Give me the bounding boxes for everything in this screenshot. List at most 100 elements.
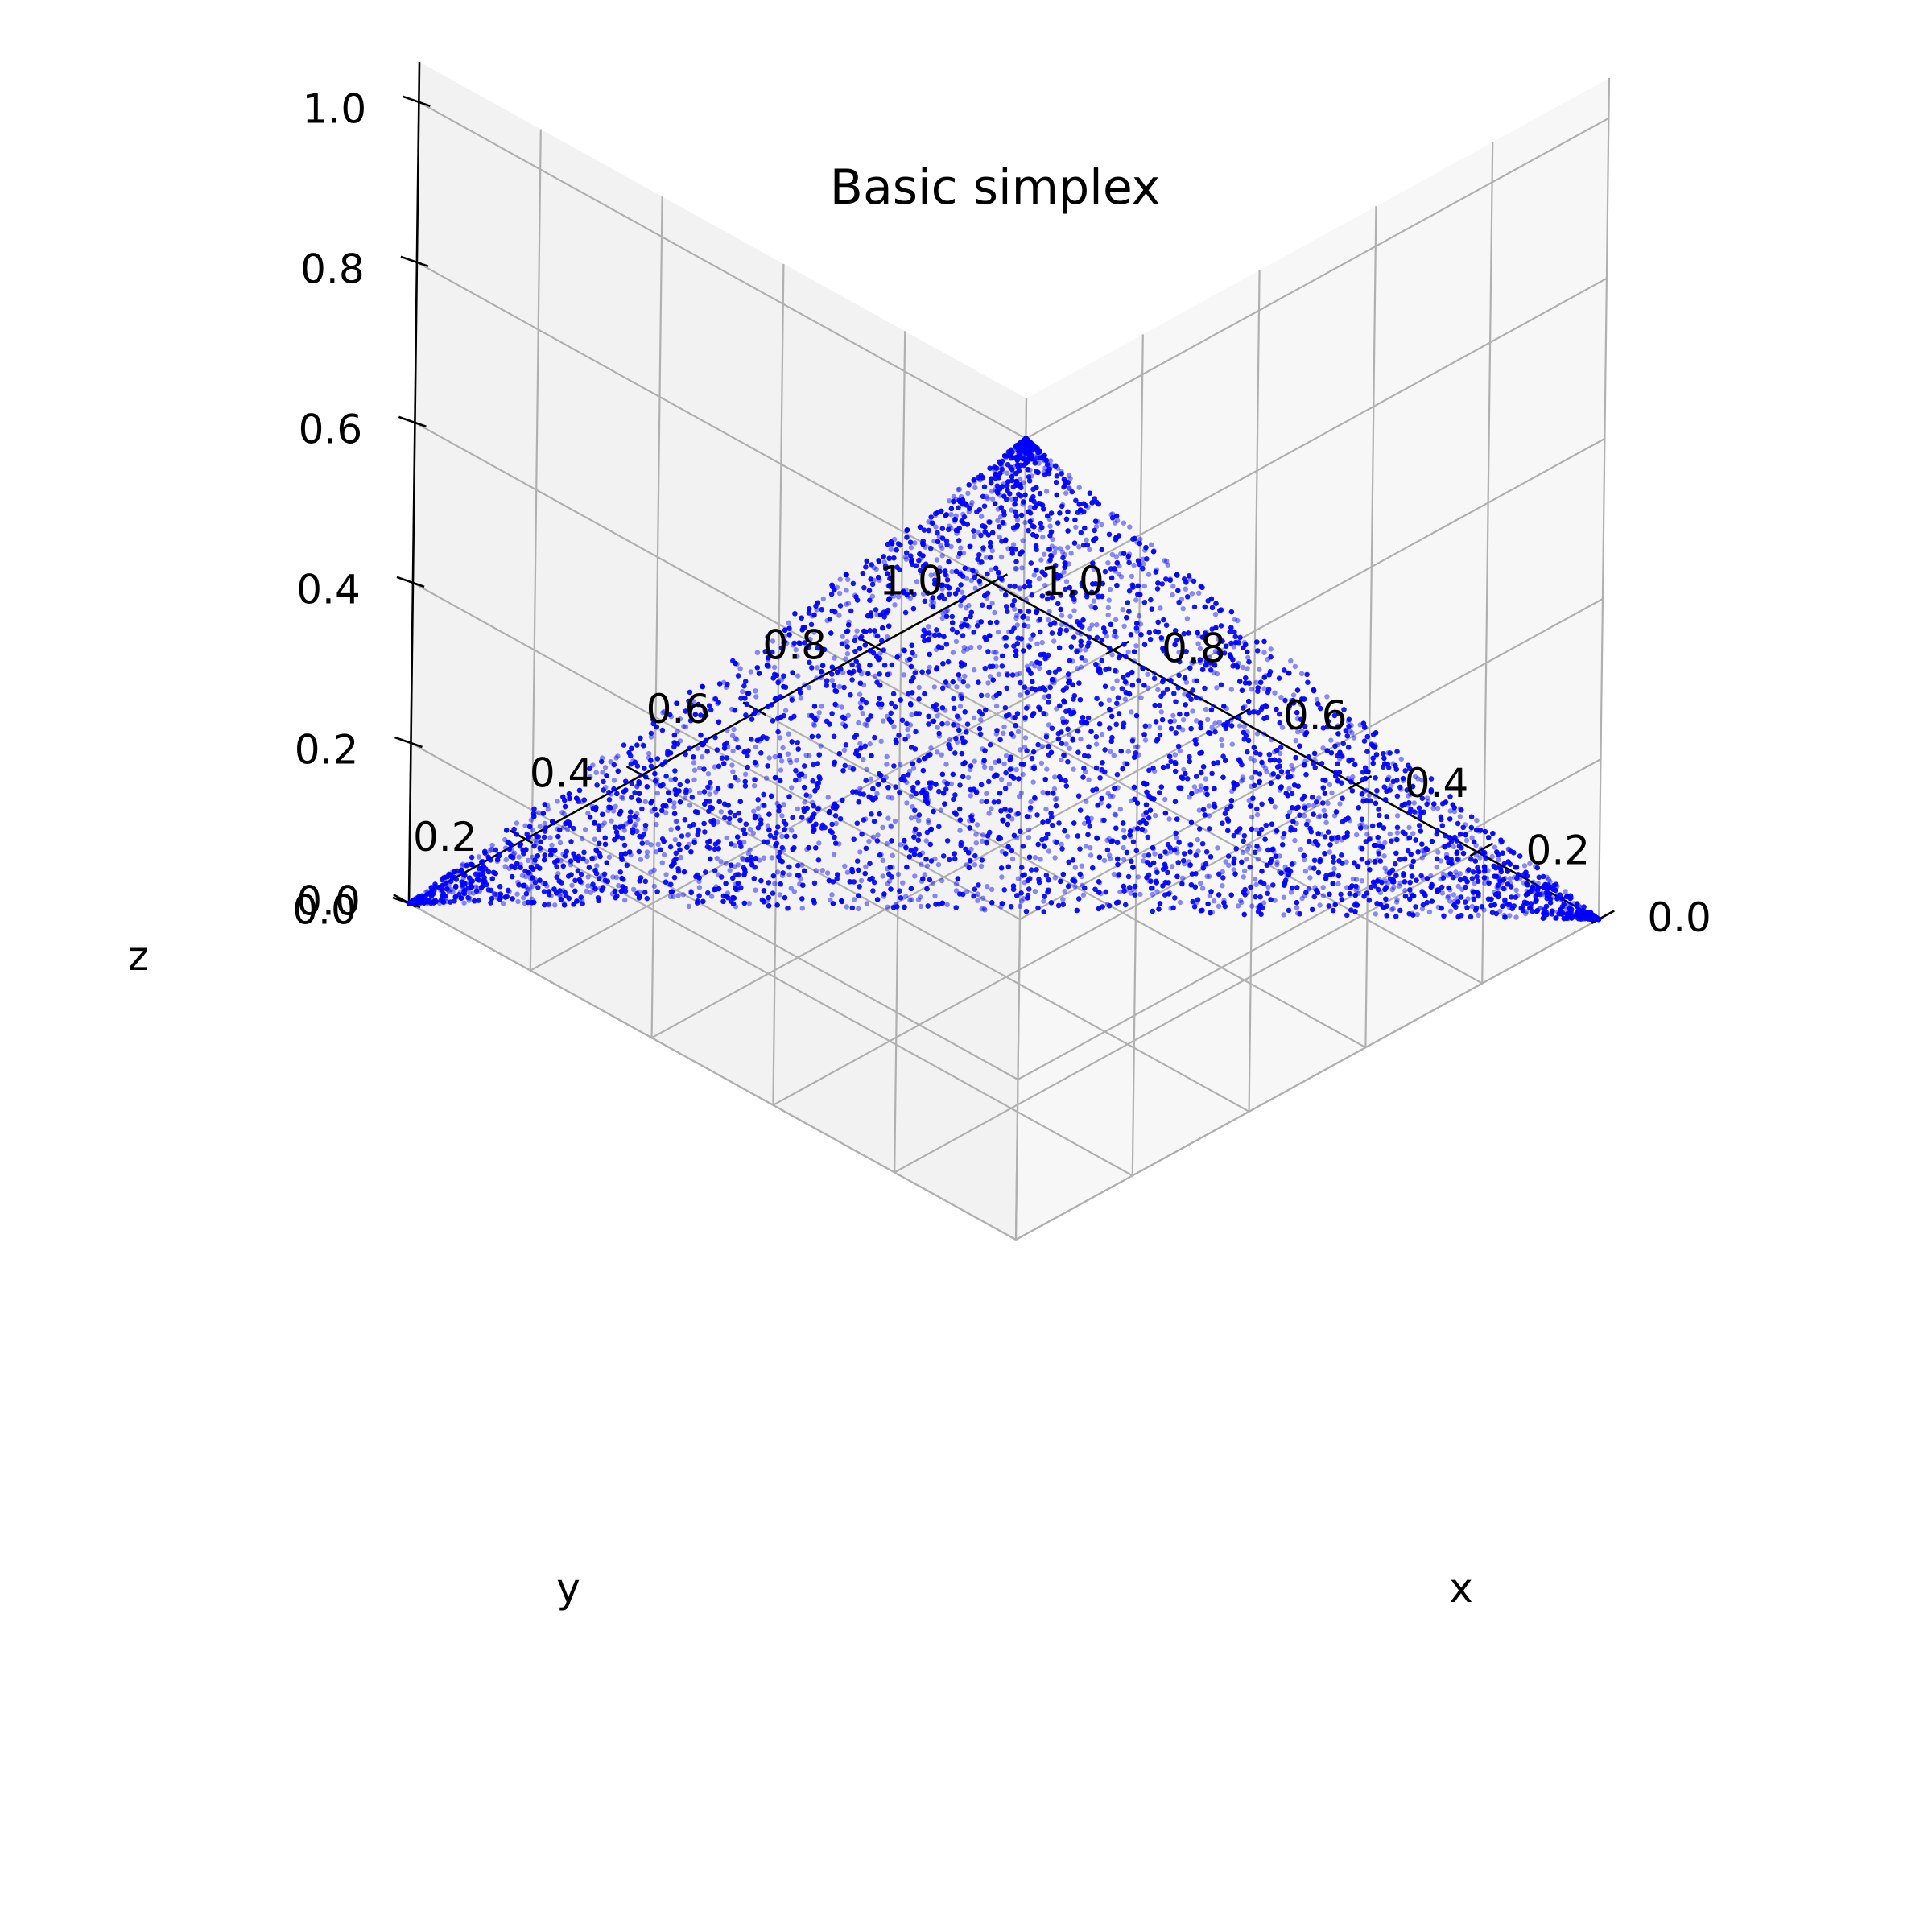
scatter-point <box>1046 848 1052 854</box>
scatter-point <box>406 900 412 906</box>
scatter-point <box>999 874 1005 880</box>
scatter-point <box>409 898 415 905</box>
scatter-point <box>729 762 735 768</box>
scatter-point <box>774 800 780 807</box>
scatter-point <box>772 881 778 886</box>
scatter-point <box>1158 709 1165 715</box>
scatter-point <box>969 812 975 818</box>
scatter-point <box>1059 716 1066 721</box>
scatter-point <box>634 828 639 835</box>
scatter-point <box>778 767 784 773</box>
scatter-point <box>1043 807 1049 812</box>
scatter-point <box>1327 849 1333 855</box>
scatter-point <box>1172 752 1179 758</box>
scatter-point <box>982 907 988 913</box>
scatter-point <box>410 898 415 904</box>
scatter-point <box>964 862 969 868</box>
scatter-point <box>663 872 669 877</box>
scatter-point <box>628 852 634 858</box>
scatter-point <box>580 898 585 904</box>
scatter-point <box>1489 853 1495 860</box>
scatter-point <box>1026 827 1032 833</box>
scatter-point <box>764 634 770 640</box>
scatter-point <box>1337 801 1343 807</box>
scatter-point <box>699 754 705 760</box>
scatter-point <box>1312 885 1318 890</box>
scatter-point <box>1094 621 1100 628</box>
scatter-point <box>1455 895 1461 901</box>
scatter-point <box>782 708 789 713</box>
scatter-point <box>631 824 638 829</box>
scatter-point <box>992 609 997 616</box>
scatter-point <box>1249 774 1255 781</box>
scatter-point <box>638 857 644 862</box>
scatter-point <box>1331 865 1337 872</box>
scatter-point <box>954 530 960 536</box>
scatter-point <box>1245 654 1251 661</box>
scatter-point <box>1473 842 1479 848</box>
scatter-point <box>811 630 817 635</box>
scatter-point <box>737 666 743 671</box>
scatter-point <box>742 771 749 777</box>
scatter-point <box>1396 883 1402 889</box>
grid-line <box>1017 758 1602 1080</box>
scatter-point <box>1072 883 1078 890</box>
scatter-point <box>1318 832 1323 837</box>
scatter-point <box>1464 869 1471 874</box>
scatter-point <box>885 881 890 887</box>
scatter-point <box>1032 796 1038 802</box>
scatter-point <box>1084 537 1089 543</box>
scatter-point <box>654 821 659 828</box>
scatter-point <box>1051 786 1058 792</box>
scatter-point <box>915 897 922 902</box>
scatter-point <box>1596 916 1602 923</box>
scatter-point <box>1289 697 1294 704</box>
scatter-point <box>646 750 652 757</box>
scatter-point <box>1390 761 1396 766</box>
scatter-point <box>1151 548 1157 554</box>
scatter-point <box>1212 648 1219 654</box>
scatter-point <box>947 737 953 743</box>
scatter-point <box>1121 857 1127 862</box>
scatter-point <box>1214 671 1220 677</box>
scatter-point <box>1191 784 1198 790</box>
scatter-point <box>946 498 952 504</box>
scatter-point <box>981 764 988 770</box>
scatter-point <box>724 890 731 896</box>
scatter-point <box>980 832 986 838</box>
scatter-point <box>1295 729 1301 735</box>
scatter-point <box>939 615 946 621</box>
scatter-point <box>1032 457 1038 463</box>
scatter-point <box>844 638 850 645</box>
scatter-point <box>1023 436 1029 442</box>
scatter-point <box>644 849 650 855</box>
scatter-point <box>1353 887 1359 893</box>
scatter-point <box>545 807 551 812</box>
scatter-point <box>1004 470 1010 476</box>
scatter-point <box>675 729 680 734</box>
scatter-point <box>1039 639 1045 646</box>
scatter-point <box>1067 745 1072 751</box>
scatter-point <box>1159 637 1165 643</box>
scatter-point <box>660 710 666 716</box>
scatter-point <box>1596 916 1602 923</box>
scatter-point <box>802 799 807 805</box>
scatter-point <box>654 791 660 796</box>
scatter-point <box>1320 893 1327 898</box>
scatter-point <box>893 901 899 907</box>
scatter-point <box>875 832 881 838</box>
scatter-point <box>674 818 679 824</box>
scatter-point <box>1137 891 1143 898</box>
scatter-point <box>1001 730 1006 736</box>
scatter-point <box>468 881 473 886</box>
scatter-point <box>413 895 419 902</box>
scatter-point <box>1445 873 1451 878</box>
scatter-point <box>1578 914 1583 921</box>
scatter-point <box>646 755 652 761</box>
scatter-point <box>1482 852 1488 857</box>
scatter-point <box>1569 911 1575 918</box>
tick-marks <box>392 95 1615 924</box>
scatter-point <box>730 769 736 774</box>
scatter-point <box>1394 813 1401 819</box>
scatter-point <box>1112 811 1118 817</box>
